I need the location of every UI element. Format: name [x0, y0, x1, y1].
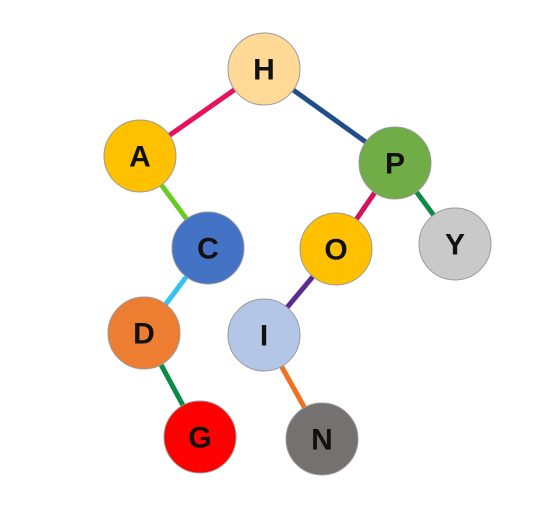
- edge-p-o: [354, 191, 377, 221]
- node-n: N: [285, 402, 359, 476]
- node-circle-y: [418, 207, 492, 281]
- node-circle-o: [299, 212, 373, 286]
- node-circle-h: [227, 32, 301, 106]
- node-i: I: [227, 298, 301, 372]
- edge-i-n: [279, 365, 307, 409]
- node-label-y: Y: [445, 229, 465, 262]
- edge-d-g: [158, 363, 186, 407]
- node-g: G: [163, 400, 237, 474]
- edge-p-y: [414, 190, 436, 217]
- node-p: P: [358, 126, 432, 200]
- node-label-h: H: [253, 54, 275, 87]
- tree-edges: [158, 87, 436, 409]
- node-a: A: [103, 119, 177, 193]
- edge-c-d: [163, 275, 189, 306]
- node-circle-a: [103, 119, 177, 193]
- node-circle-n: [285, 402, 359, 476]
- node-label-p: P: [385, 148, 405, 181]
- edge-o-i: [285, 274, 315, 310]
- node-circle-d: [107, 296, 181, 370]
- node-d: D: [107, 296, 181, 370]
- node-circle-i: [227, 298, 301, 372]
- node-label-a: A: [129, 141, 151, 174]
- node-label-i: I: [260, 320, 268, 353]
- node-label-g: G: [188, 422, 211, 455]
- node-c: C: [171, 211, 245, 285]
- edge-a-c: [159, 183, 189, 221]
- node-y: Y: [418, 207, 492, 281]
- node-label-d: D: [133, 318, 155, 351]
- node-h: H: [227, 32, 301, 106]
- node-o: O: [299, 212, 373, 286]
- edge-h-a: [168, 87, 236, 138]
- edge-h-p: [291, 87, 368, 145]
- node-label-n: N: [311, 424, 333, 457]
- node-label-c: C: [197, 233, 219, 266]
- node-circle-c: [171, 211, 245, 285]
- node-circle-g: [163, 400, 237, 474]
- node-circle-p: [358, 126, 432, 200]
- tree-nodes: H A P C O Y D I G N: [103, 32, 492, 476]
- node-label-o: O: [324, 234, 347, 267]
